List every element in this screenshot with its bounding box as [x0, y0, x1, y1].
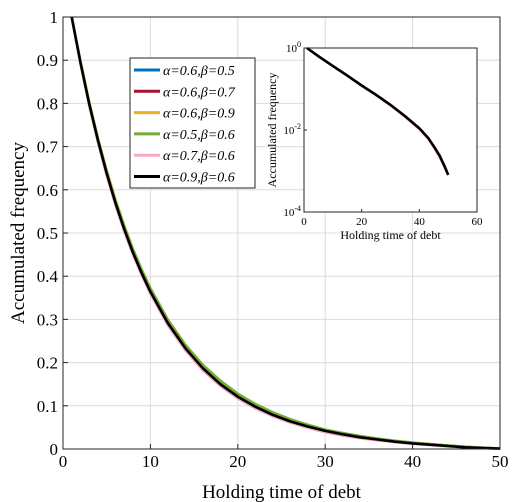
series-line [70, 16, 501, 450]
inset-x-tick-label: 0 [301, 216, 307, 228]
inset-y-tick-base: 10 [283, 207, 295, 219]
inset-series-line [306, 46, 450, 176]
y-tick-label: 0.8 [37, 94, 58, 113]
y-tick-label: 0.4 [37, 267, 59, 286]
legend-entry: α=0.6,β=0.9 [163, 107, 235, 122]
inset-y-axis-label: Accumulated frequency [265, 73, 279, 188]
y-tick-label: 0.6 [37, 181, 58, 200]
y-tick-label: 0.7 [37, 138, 59, 157]
legend-entry: α=0.6,β=0.5 [163, 64, 235, 79]
inset-x-tick-label: 20 [356, 216, 368, 228]
inset-x-tick-label: 40 [414, 216, 426, 228]
inset-plot-area [304, 48, 477, 212]
inset-y-tick-exponent: -4 [294, 204, 301, 213]
x-tick-label: 20 [229, 452, 246, 471]
inset-y-tick-label: 100 [286, 40, 301, 55]
inset-x-tick-label: 60 [472, 216, 484, 228]
inset-y-tick-base: 10 [283, 125, 295, 137]
y-tick-label: 0 [50, 440, 59, 459]
x-tick-label: 40 [404, 452, 421, 471]
x-tick-label: 50 [492, 452, 509, 471]
inset-y-tick-label: 10-2 [283, 122, 301, 137]
inset-y-tick-label: 10-4 [283, 204, 301, 219]
x-axis-label: Holding time of debt [202, 482, 362, 502]
x-tick-label: 0 [59, 452, 68, 471]
y-axis-label: Accumulated frequency [8, 142, 29, 324]
y-tick-label: 0.9 [37, 51, 58, 70]
legend-entry: α=0.6,β=0.7 [163, 85, 236, 100]
legend: α=0.6,β=0.5 α=0.6,β=0.7 α=0.6,β=0.9 α=0.5,β… [129, 57, 256, 189]
inset-series-group [306, 46, 450, 176]
y-tick-label: 0.1 [37, 397, 58, 416]
inset-y-tick-exponent: -2 [294, 122, 301, 131]
legend-entry: α=0.9,β=0.6 [163, 171, 235, 186]
x-tick-label: 10 [142, 452, 159, 471]
y-tick-label: 0.3 [37, 310, 58, 329]
legend-entry: α=0.5,β=0.6 [163, 128, 235, 143]
inset-y-tick-exponent: 0 [297, 40, 301, 49]
x-tick-label: 30 [317, 452, 334, 471]
main-series-group [70, 16, 501, 450]
y-tick-label: 0.5 [37, 224, 58, 243]
legend-box [129, 57, 256, 189]
inset-x-axis-label: Holding time of debt [340, 228, 441, 242]
y-tick-label: 0.2 [37, 354, 58, 373]
y-tick-label: 1 [50, 8, 59, 27]
legend-entry: α=0.7,β=0.6 [163, 149, 235, 164]
inset-y-tick-base: 10 [286, 43, 298, 55]
